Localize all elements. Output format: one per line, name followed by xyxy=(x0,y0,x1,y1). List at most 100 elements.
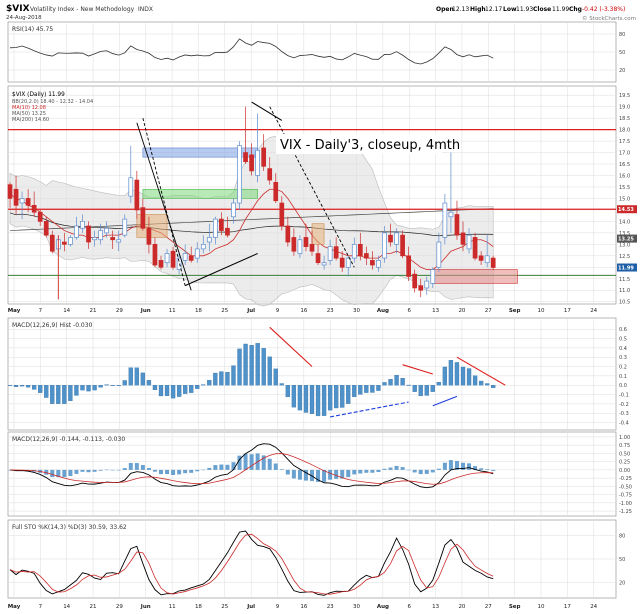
x-axis-label: 14 xyxy=(63,308,70,314)
candle-up xyxy=(394,232,399,245)
macd-hist-tick-label: 0.5 xyxy=(619,337,627,343)
candle-down xyxy=(158,260,164,268)
candle-up xyxy=(345,257,351,268)
macd-bar xyxy=(352,469,357,475)
candle-down xyxy=(478,255,484,261)
candle-down xyxy=(333,246,339,259)
macd-hist-bar xyxy=(309,385,315,414)
candle-down xyxy=(291,237,297,252)
macd-hist-panel: MACD(12,26,9) Hist -0.030 0.6 0.5 0.4 0.3 0.… xyxy=(7,317,629,431)
macd-hist-bar xyxy=(388,379,393,386)
macd-bar xyxy=(219,464,224,470)
candle-down xyxy=(13,188,19,206)
x-axis-label: 13 xyxy=(432,604,439,610)
x-axis-label: 18 xyxy=(195,308,202,314)
macd-hist-bar xyxy=(213,372,218,386)
macd-tick-label: -0.50 xyxy=(619,484,632,490)
macd-hist-bar xyxy=(164,385,170,396)
candle-up xyxy=(122,218,128,236)
candle-down xyxy=(7,184,13,199)
macd-tick-label: -0.25 xyxy=(619,476,632,482)
macd-bar xyxy=(418,469,423,475)
macd-bar xyxy=(412,469,417,473)
macd-hist-tick-label: -0.4 xyxy=(619,421,629,427)
macd-bar xyxy=(388,467,393,470)
macd-hist-bar xyxy=(110,385,115,386)
low-value: 11.93 xyxy=(516,6,533,13)
macd-hist-bar xyxy=(231,365,236,386)
x-axis-label: 16 xyxy=(300,308,307,314)
candle-down xyxy=(357,243,363,257)
macd-bar xyxy=(461,462,465,470)
macd-bar xyxy=(394,465,399,470)
price-tick-label: 17.0 xyxy=(619,151,630,157)
macd-bar xyxy=(80,469,85,472)
macd-bar xyxy=(346,469,351,478)
macd-hist-bar xyxy=(454,362,460,386)
macd-hist-tick-label: -0.1 xyxy=(619,393,629,399)
macd-hist-bar xyxy=(273,368,278,386)
candle-down xyxy=(406,255,411,277)
x-axis-label: Jun xyxy=(140,308,151,314)
macd-bar xyxy=(454,460,459,470)
candle-up xyxy=(321,262,327,266)
macd-bar xyxy=(140,465,145,470)
macd-bar xyxy=(370,469,375,473)
candle-up xyxy=(376,260,381,268)
macd-hist-bar xyxy=(170,385,176,399)
macd-bar xyxy=(146,467,151,470)
macd-bar xyxy=(303,469,308,481)
macd-hist-bar xyxy=(267,356,272,386)
macd-bar xyxy=(201,469,206,471)
x-axis-label: 30 xyxy=(353,308,360,314)
macd-hist-bar xyxy=(297,385,303,411)
candle-down xyxy=(339,257,345,268)
price-tick-label: 11.0 xyxy=(619,288,630,294)
candle-down xyxy=(243,152,248,163)
price-tick-label: 18.0 xyxy=(619,128,630,134)
macd-bar xyxy=(485,469,490,470)
macd-hist-bar xyxy=(334,385,339,409)
open-value: 12.13 xyxy=(452,6,469,13)
candle-up xyxy=(194,248,200,259)
macd-bar xyxy=(267,458,272,470)
candle-up xyxy=(255,149,260,176)
x-axis-label: 30 xyxy=(353,604,360,610)
macd-bar xyxy=(430,469,435,473)
sto-panel: Full STO %K(14,3) %D(3) 30.59, 33.62 80 5… xyxy=(7,519,625,599)
candle-up xyxy=(231,202,236,218)
x-axis-label: May xyxy=(8,308,21,314)
macd-hist-bar xyxy=(430,385,435,392)
trendline-up xyxy=(184,253,258,287)
candle-down xyxy=(25,198,31,206)
x-axis-label: 24 xyxy=(590,604,597,610)
macd-hist-bars xyxy=(7,343,496,417)
macd-bar xyxy=(104,469,109,471)
candle-down xyxy=(267,168,273,181)
price-tick-label: 15.0 xyxy=(619,196,630,202)
candle-down xyxy=(140,207,146,229)
macd-hist-tick-label: 0.3 xyxy=(619,355,627,361)
macd-hist-bar xyxy=(189,385,194,393)
candle-up xyxy=(98,230,103,241)
macd-hist-bar xyxy=(176,385,182,397)
price-tag xyxy=(617,205,637,214)
macd-hist-bar xyxy=(424,385,429,396)
macd-bar xyxy=(165,469,170,475)
x-axis-label: 13 xyxy=(432,308,439,314)
x-axis-label: 21 xyxy=(90,308,97,314)
x-axis-label: 18 xyxy=(195,604,202,610)
x-axis-label: 9 xyxy=(276,604,280,610)
x-axis-label: 23 xyxy=(327,604,334,610)
x-axis-label: 29 xyxy=(116,308,123,314)
x-axis-label: 14 xyxy=(63,604,70,610)
macd-hist-bar xyxy=(13,385,19,387)
candle-up xyxy=(436,241,442,268)
candle-up xyxy=(116,239,122,243)
candle-up xyxy=(466,234,472,250)
sto-tick-label: 50 xyxy=(619,557,625,563)
x-axis-label: May xyxy=(8,604,21,610)
macd-hist-bar xyxy=(466,368,472,386)
x-axis-label: Jun xyxy=(140,604,151,610)
candle-up xyxy=(297,239,303,254)
